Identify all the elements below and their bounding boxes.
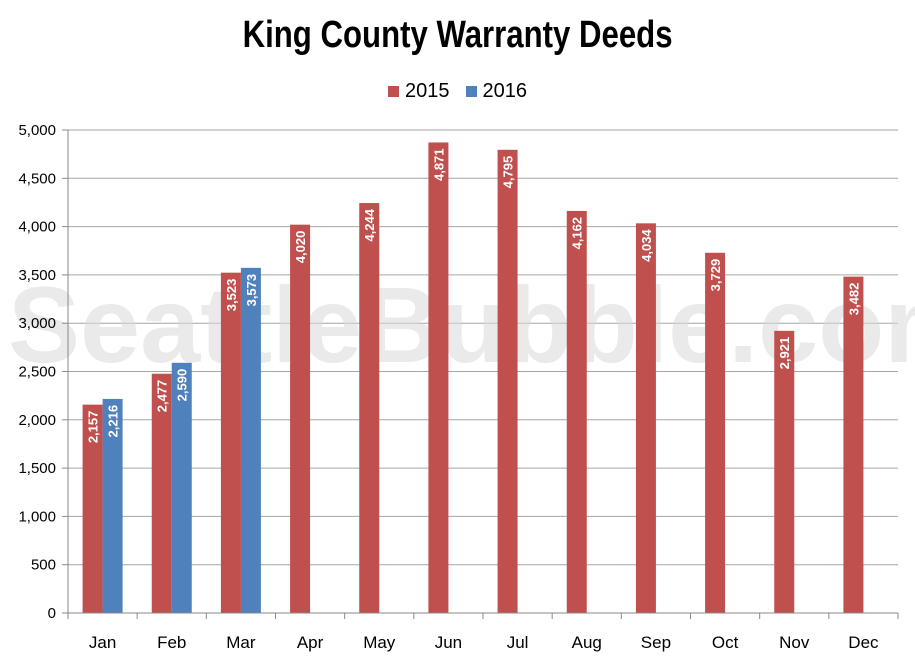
- data-label-2015-Mar: 3,523: [224, 279, 239, 312]
- x-tick-label: Dec: [848, 633, 879, 652]
- x-tick-label: Mar: [226, 633, 256, 652]
- bar-2015-Oct: [705, 252, 726, 613]
- legend: 2015 2016: [0, 80, 915, 103]
- bar-2016-Jan: [102, 398, 123, 613]
- y-tick-label: 1,000: [18, 508, 56, 525]
- grid: [68, 129, 898, 614]
- y-tick-label: 3,500: [18, 267, 56, 284]
- watermark-text: SeattleBubble.com: [8, 264, 915, 385]
- y-tick-label: 2,000: [18, 412, 56, 429]
- x-tick-label: May: [363, 633, 396, 652]
- bar-2015-Apr: [290, 224, 311, 613]
- legend-item-2016: 2016: [465, 80, 528, 103]
- x-tick-label: Jan: [89, 633, 116, 652]
- y-tick-label: 4,500: [18, 170, 56, 187]
- bar-2015-Aug: [566, 210, 587, 613]
- y-tick-label: 500: [31, 557, 56, 574]
- legend-label-2016: 2016: [482, 80, 528, 102]
- legend-item-2015: 2015: [388, 80, 450, 103]
- y-tick-label: 0: [48, 605, 56, 622]
- axes: 0 500 1,000 1,500 2,000 2,500 3,000 3,500 4,000 4…: [18, 122, 899, 652]
- data-label-2015-Feb: 2,477: [155, 380, 170, 413]
- data-label-2015-Jul: 4,795: [501, 156, 516, 189]
- x-tick-label: Sep: [641, 633, 671, 652]
- bars: 2,157 2,216 2,477 2,590 3,523 3,573 4,020 4,244…: [82, 142, 864, 614]
- bar-2015-Mar: [220, 272, 241, 613]
- bar-2015-May: [359, 203, 380, 613]
- y-tick-label: 4,000: [18, 219, 56, 236]
- x-tick-label: Feb: [157, 633, 186, 652]
- bar-2015-Feb: [151, 373, 172, 613]
- y-tick-label: 3,000: [18, 315, 56, 332]
- y-tick-label: 2,500: [18, 364, 56, 381]
- data-label-2015-Nov: 2,921: [777, 337, 792, 370]
- data-label-2016-Mar: 3,573: [244, 274, 259, 307]
- data-label-2015-Sep: 4,034: [639, 229, 654, 262]
- data-label-2015-Aug: 4,162: [570, 217, 585, 250]
- legend-swatch-2015: [388, 86, 399, 97]
- bar-2015-Sep: [635, 223, 656, 613]
- x-tick-label: Apr: [297, 633, 324, 652]
- legend-label-2015: 2015: [405, 80, 450, 102]
- data-label-2015-Oct: 3,729: [708, 259, 723, 292]
- bar-2015-Jul: [497, 149, 518, 614]
- data-label-2015-Dec: 3,482: [846, 283, 861, 316]
- y-tick-label: 1,500: [18, 460, 56, 477]
- y-tick-label: 5,000: [18, 122, 56, 139]
- bar-2015-Jun: [428, 142, 449, 613]
- bar-2015-Jan: [82, 404, 103, 613]
- data-label-2016-Jan: 2,216: [106, 405, 121, 438]
- legend-swatch-2016: [465, 86, 477, 97]
- x-tick-label: Jul: [507, 633, 529, 652]
- data-label-2015-Jan: 2,157: [86, 411, 101, 444]
- data-label-2015-May: 4,244: [362, 208, 377, 241]
- bar-2015-Nov: [774, 330, 795, 613]
- bar-2016-Feb: [171, 362, 192, 613]
- data-label-2015-Apr: 4,020: [293, 231, 308, 264]
- bar-2015-Dec: [843, 276, 864, 613]
- chart-title: King County Warranty Deeds: [242, 14, 673, 56]
- x-tick-label: Nov: [779, 633, 810, 652]
- bar-2016-Mar: [240, 267, 261, 613]
- data-label-2016-Feb: 2,590: [175, 369, 190, 402]
- data-label-2015-Jun: 4,871: [431, 148, 446, 181]
- x-tick-label: Aug: [572, 633, 602, 652]
- x-tick-label: Oct: [712, 633, 739, 652]
- x-tick-label: Jun: [435, 633, 462, 652]
